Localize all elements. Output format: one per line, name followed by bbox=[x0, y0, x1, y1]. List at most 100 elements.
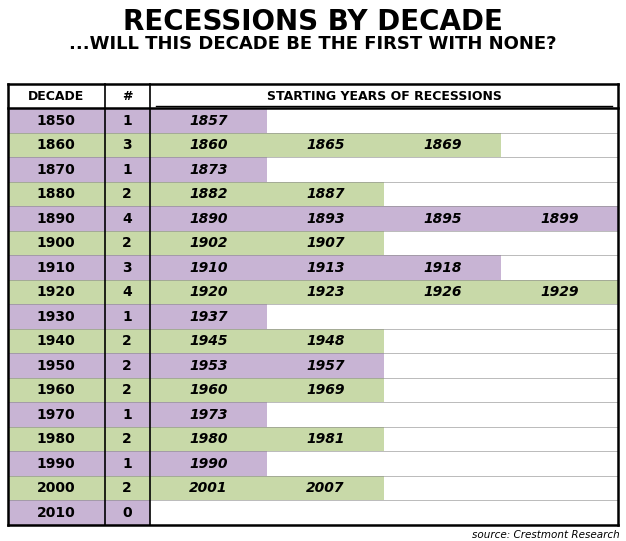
Text: 1890: 1890 bbox=[37, 212, 75, 226]
Bar bbox=[384, 427, 501, 451]
Bar bbox=[267, 403, 384, 427]
Text: 1969: 1969 bbox=[306, 383, 345, 397]
Text: 1990: 1990 bbox=[189, 457, 227, 471]
Bar bbox=[8, 378, 105, 403]
Text: 1945: 1945 bbox=[189, 334, 227, 348]
Text: 1970: 1970 bbox=[37, 407, 75, 421]
Bar bbox=[8, 451, 105, 476]
Text: 1937: 1937 bbox=[189, 309, 227, 324]
Bar bbox=[384, 304, 501, 329]
Text: 1865: 1865 bbox=[306, 138, 345, 152]
Bar bbox=[384, 182, 501, 206]
Text: 1869: 1869 bbox=[423, 138, 462, 152]
Text: 1973: 1973 bbox=[189, 407, 227, 421]
Bar bbox=[105, 500, 150, 525]
Bar bbox=[501, 157, 618, 182]
Bar bbox=[8, 182, 105, 206]
Bar bbox=[501, 206, 618, 231]
Text: RECESSIONS BY DECADE: RECESSIONS BY DECADE bbox=[123, 8, 503, 36]
Bar bbox=[8, 280, 105, 304]
Bar bbox=[8, 231, 105, 255]
Bar bbox=[384, 403, 501, 427]
Bar bbox=[384, 231, 501, 255]
Bar bbox=[150, 231, 267, 255]
Bar bbox=[8, 329, 105, 353]
Text: DECADE: DECADE bbox=[28, 90, 84, 103]
Bar bbox=[384, 329, 501, 353]
Bar bbox=[501, 108, 618, 133]
Text: 1980: 1980 bbox=[37, 432, 75, 446]
Text: 2: 2 bbox=[122, 481, 132, 495]
Bar bbox=[150, 476, 267, 500]
Text: 1926: 1926 bbox=[423, 285, 462, 299]
Bar bbox=[384, 206, 501, 231]
Bar bbox=[267, 206, 384, 231]
Text: 1900: 1900 bbox=[37, 236, 75, 250]
Text: 1940: 1940 bbox=[37, 334, 75, 348]
Bar bbox=[267, 500, 384, 525]
Text: 1: 1 bbox=[122, 309, 132, 324]
Bar bbox=[267, 476, 384, 500]
Text: 1882: 1882 bbox=[189, 187, 227, 201]
Bar bbox=[501, 427, 618, 451]
Bar bbox=[150, 304, 267, 329]
Bar bbox=[8, 476, 105, 500]
Bar bbox=[267, 353, 384, 378]
Text: 1860: 1860 bbox=[37, 138, 75, 152]
Bar bbox=[501, 231, 618, 255]
Bar bbox=[384, 378, 501, 403]
Text: 2010: 2010 bbox=[37, 505, 75, 519]
Text: 2000: 2000 bbox=[37, 481, 75, 495]
Bar bbox=[501, 133, 618, 157]
Text: ...WILL THIS DECADE BE THE FIRST WITH NONE?: ...WILL THIS DECADE BE THE FIRST WITH NO… bbox=[69, 35, 557, 53]
Bar bbox=[8, 133, 105, 157]
Bar bbox=[105, 108, 150, 133]
Bar bbox=[150, 108, 267, 133]
Bar bbox=[105, 403, 150, 427]
Bar bbox=[267, 280, 384, 304]
Text: 1893: 1893 bbox=[306, 212, 345, 226]
Text: 1: 1 bbox=[122, 407, 132, 421]
Text: 1960: 1960 bbox=[189, 383, 227, 397]
Bar bbox=[105, 182, 150, 206]
Text: 1907: 1907 bbox=[306, 236, 345, 250]
Bar bbox=[150, 280, 267, 304]
Text: 1960: 1960 bbox=[37, 383, 75, 397]
Text: 2: 2 bbox=[122, 334, 132, 348]
Text: 1: 1 bbox=[122, 114, 132, 128]
Text: 1890: 1890 bbox=[189, 212, 227, 226]
Bar bbox=[384, 353, 501, 378]
Text: 1923: 1923 bbox=[306, 285, 345, 299]
Bar bbox=[105, 206, 150, 231]
Text: 1880: 1880 bbox=[36, 187, 76, 201]
Bar bbox=[267, 133, 384, 157]
Bar bbox=[8, 108, 105, 133]
Bar bbox=[150, 182, 267, 206]
Text: 1920: 1920 bbox=[189, 285, 227, 299]
Text: 2: 2 bbox=[122, 432, 132, 446]
Text: 1990: 1990 bbox=[37, 457, 75, 471]
Text: 1910: 1910 bbox=[37, 261, 75, 275]
Text: 1957: 1957 bbox=[306, 359, 345, 373]
Text: 1902: 1902 bbox=[189, 236, 227, 250]
Bar bbox=[105, 476, 150, 500]
Bar bbox=[150, 427, 267, 451]
Text: 1: 1 bbox=[122, 163, 132, 176]
Bar bbox=[105, 427, 150, 451]
Bar bbox=[105, 133, 150, 157]
Text: 1948: 1948 bbox=[306, 334, 345, 348]
Text: 1950: 1950 bbox=[37, 359, 75, 373]
Text: 1930: 1930 bbox=[37, 309, 75, 324]
Bar bbox=[501, 500, 618, 525]
Text: 2: 2 bbox=[122, 359, 132, 373]
Bar bbox=[501, 304, 618, 329]
Bar bbox=[267, 304, 384, 329]
Bar bbox=[150, 403, 267, 427]
Bar bbox=[501, 451, 618, 476]
Bar bbox=[150, 500, 267, 525]
Bar bbox=[267, 231, 384, 255]
Bar bbox=[150, 206, 267, 231]
Text: 1918: 1918 bbox=[423, 261, 462, 275]
Text: 1860: 1860 bbox=[189, 138, 227, 152]
Bar bbox=[8, 500, 105, 525]
